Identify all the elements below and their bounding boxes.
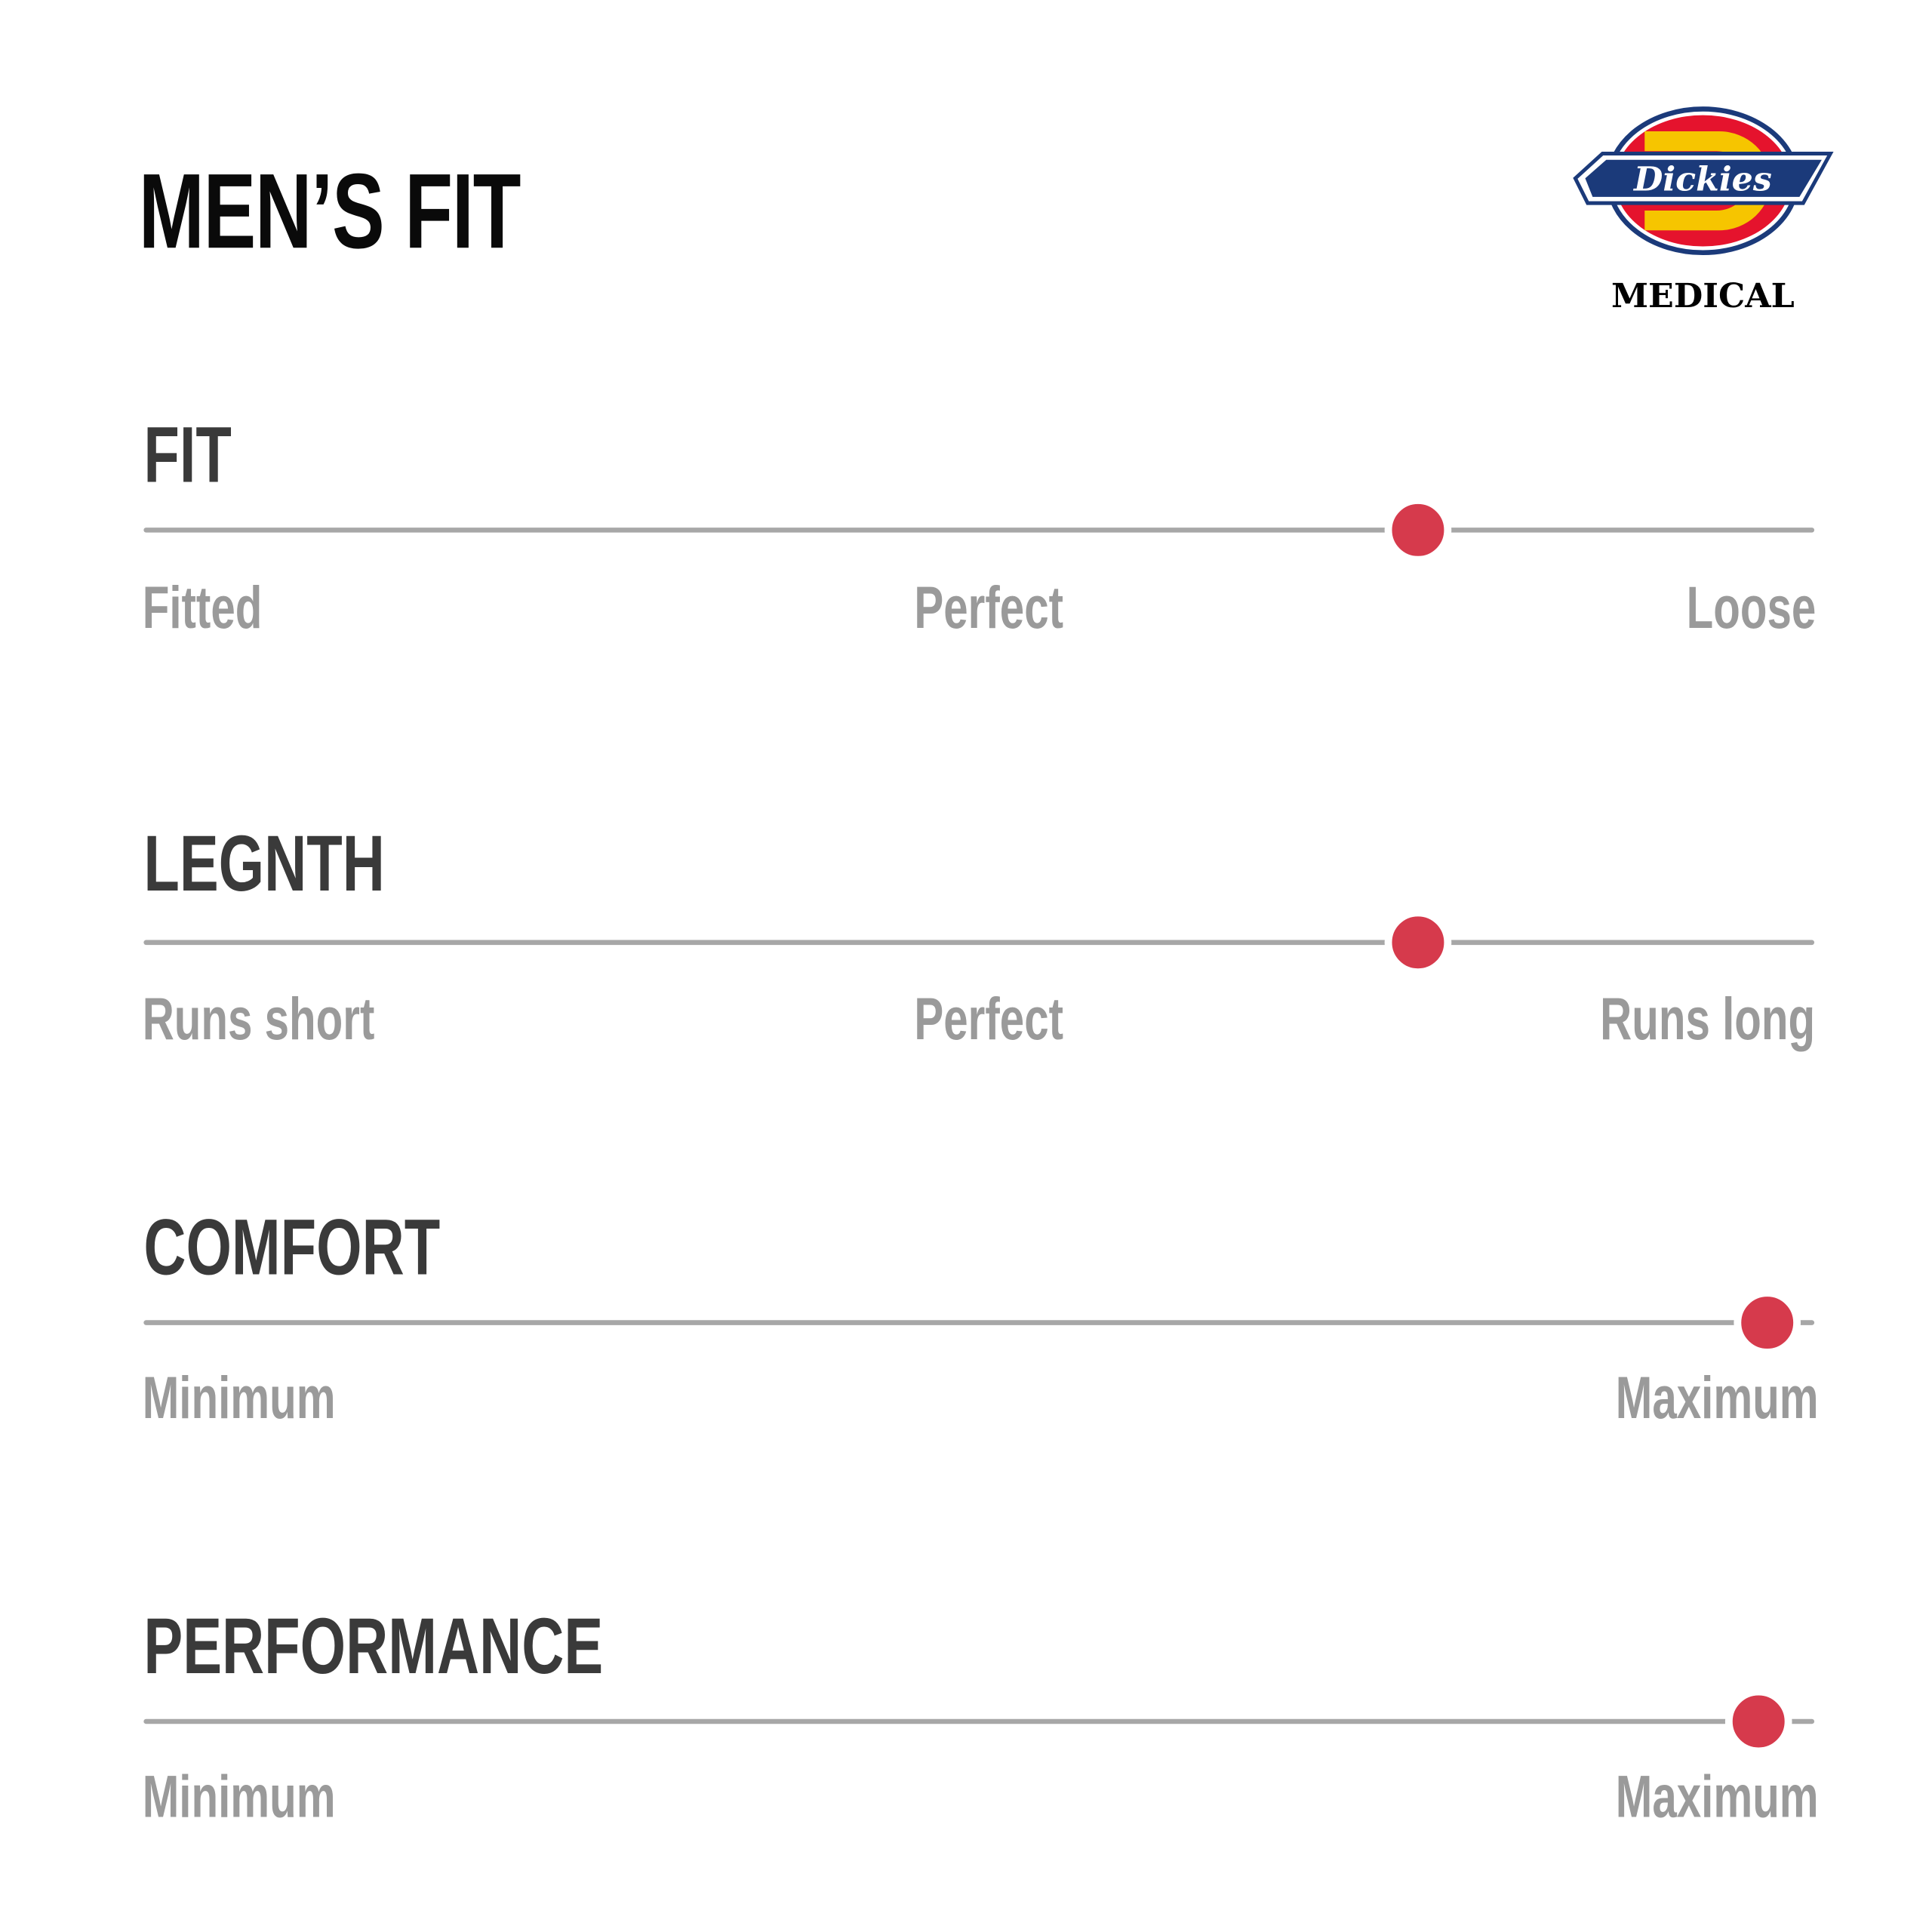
slider-track	[143, 909, 1815, 977]
label-right: Maximum	[1615, 1764, 1818, 1831]
label-right: Runs long	[1600, 986, 1816, 1053]
label-left: Runs short	[142, 986, 375, 1053]
slider-marker	[1385, 497, 1452, 564]
label-right: Loose	[1686, 576, 1816, 642]
page-title: MEN’S FIT	[138, 152, 521, 272]
slider-marker	[1385, 909, 1452, 977]
scale-heading: PERFORMANCE	[143, 1601, 604, 1690]
slider-marker	[1734, 1289, 1801, 1356]
slider-track	[143, 1687, 1815, 1755]
slider-marker	[1725, 1687, 1793, 1755]
scale-heading: COMFORT	[143, 1202, 441, 1292]
svg-text:MEDICAL: MEDICAL	[1611, 276, 1795, 315]
label-left: Minimum	[142, 1366, 336, 1432]
label-left: Minimum	[142, 1764, 336, 1831]
slider-track	[143, 1289, 1815, 1356]
scale-heading: LEGNTH	[143, 818, 385, 908]
slider-track	[143, 497, 1815, 564]
scale-heading: FIT	[143, 410, 232, 500]
dickies-medical-logo: Dickies MEDICAL	[1573, 106, 1834, 315]
svg-text:Dickies: Dickies	[1632, 160, 1772, 199]
label-left: Fitted	[142, 576, 263, 642]
label-right: Maximum	[1615, 1366, 1818, 1432]
